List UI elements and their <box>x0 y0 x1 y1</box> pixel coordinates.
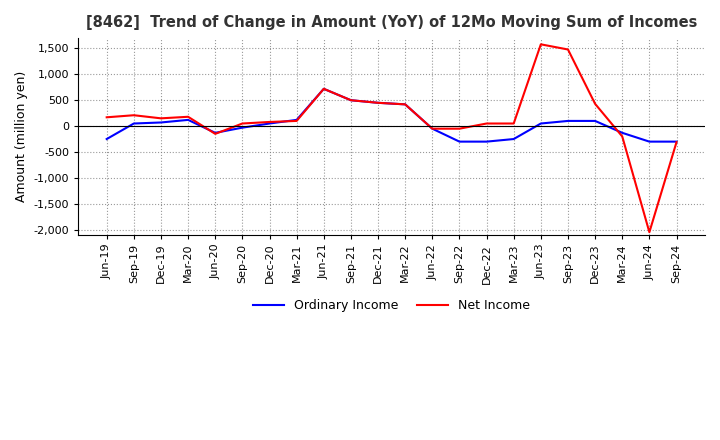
Net Income <box>591 101 600 106</box>
Net Income <box>238 121 247 126</box>
Ordinary Income <box>265 121 274 126</box>
Ordinary Income <box>184 117 192 122</box>
Net Income <box>672 139 681 145</box>
Net Income <box>509 121 518 126</box>
Ordinary Income <box>672 139 681 144</box>
Net Income <box>428 126 436 131</box>
Ordinary Income <box>428 126 436 131</box>
Net Income <box>320 86 328 92</box>
Net Income <box>157 116 166 121</box>
Ordinary Income <box>645 139 654 144</box>
Ordinary Income <box>564 118 572 124</box>
Y-axis label: Amount (million yen): Amount (million yen) <box>15 71 28 202</box>
Net Income <box>102 115 111 120</box>
Ordinary Income <box>346 98 355 103</box>
Ordinary Income <box>536 121 545 126</box>
Net Income <box>645 230 654 235</box>
Legend: Ordinary Income, Net Income: Ordinary Income, Net Income <box>248 294 536 317</box>
Net Income <box>401 102 410 107</box>
Net Income <box>130 113 138 118</box>
Net Income <box>618 134 626 139</box>
Line: Net Income: Net Income <box>107 44 677 232</box>
Net Income <box>346 98 355 103</box>
Ordinary Income <box>374 100 382 106</box>
Title: [8462]  Trend of Change in Amount (YoY) of 12Mo Moving Sum of Incomes: [8462] Trend of Change in Amount (YoY) o… <box>86 15 697 30</box>
Ordinary Income <box>102 136 111 142</box>
Line: Ordinary Income: Ordinary Income <box>107 89 677 142</box>
Ordinary Income <box>320 86 328 92</box>
Ordinary Income <box>292 117 301 122</box>
Ordinary Income <box>618 130 626 136</box>
Ordinary Income <box>509 136 518 142</box>
Net Income <box>482 121 491 126</box>
Net Income <box>564 47 572 52</box>
Ordinary Income <box>157 120 166 125</box>
Net Income <box>292 118 301 124</box>
Ordinary Income <box>482 139 491 144</box>
Ordinary Income <box>211 130 220 136</box>
Ordinary Income <box>130 121 138 126</box>
Ordinary Income <box>238 125 247 130</box>
Net Income <box>536 42 545 47</box>
Net Income <box>374 100 382 106</box>
Net Income <box>455 126 464 131</box>
Net Income <box>184 114 192 119</box>
Net Income <box>211 131 220 136</box>
Ordinary Income <box>401 102 410 107</box>
Ordinary Income <box>591 118 600 124</box>
Net Income <box>265 119 274 125</box>
Ordinary Income <box>455 139 464 144</box>
